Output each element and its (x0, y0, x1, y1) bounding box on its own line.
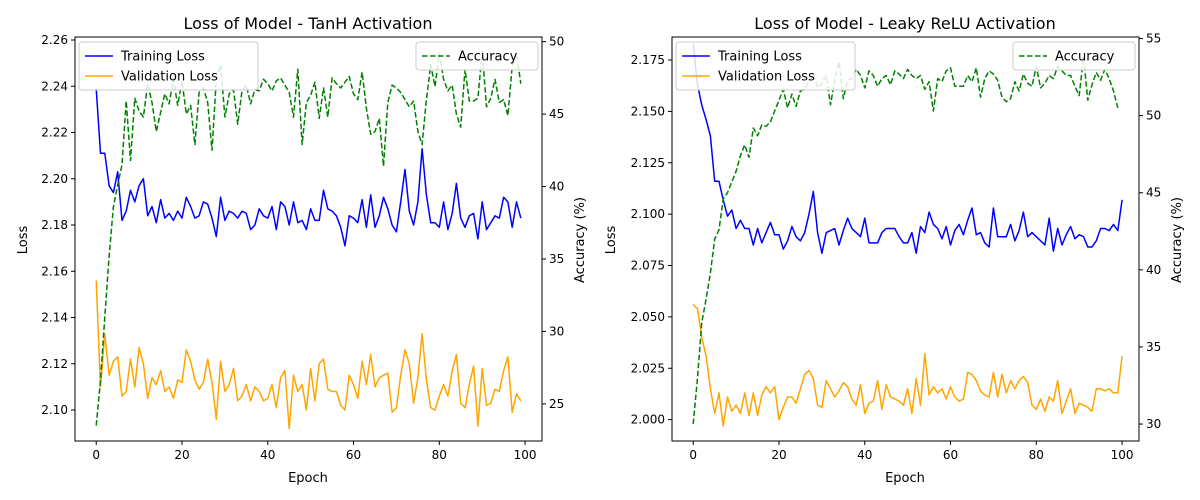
y2-axis-ticks: 25 30 35 40 45 50 (542, 35, 564, 411)
y2-axis-label: Accuracy (%) (1170, 197, 1185, 283)
legend-label: Training Loss (717, 50, 802, 65)
plot-lines (692, 43, 1123, 427)
x-tick-label: 40 (260, 448, 275, 462)
x-tick-label: 60 (943, 448, 958, 462)
y2-tick-label: 35 (1146, 340, 1161, 354)
legend-loss: Training Loss Validation Loss (675, 41, 856, 91)
chart-tanh: Loss of Model - TanH Activation Epoch Lo… (16, 14, 588, 486)
x-tick-label: 20 (174, 448, 189, 462)
x-axis-ticks: 0 20 40 60 80 100 (92, 441, 537, 462)
legend-box (675, 41, 856, 91)
x-tick-label: 80 (1029, 448, 1044, 462)
y2-tick-label: 25 (549, 397, 564, 411)
legend-label: Accuracy (1055, 50, 1115, 65)
series-validation-loss (95, 280, 522, 430)
y-tick-label: 2.14 (41, 311, 68, 325)
x-axis-label: Epoch (288, 471, 328, 486)
y2-tick-label: 35 (549, 252, 564, 266)
y-tick-label: 2.10 (41, 403, 68, 417)
y2-tick-label: 30 (1146, 417, 1161, 431)
plot-lines (95, 51, 522, 430)
y-tick-label: 2.20 (41, 172, 68, 186)
y-tick-label: 2.24 (41, 79, 68, 93)
y-tick-label: 2.16 (41, 264, 68, 278)
x-tick-label: 60 (346, 448, 361, 462)
y-tick-label: 2.100 (631, 207, 665, 221)
x-tick-label: 0 (689, 448, 697, 462)
series-accuracy (95, 51, 522, 426)
series-validation-loss (692, 304, 1123, 427)
x-axis-ticks: 0 20 40 60 80 100 (689, 441, 1134, 462)
y-axis-ticks: 2.000 2.025 2.050 2.075 2.100 2.125 2.150 2.175 (631, 53, 672, 427)
y2-tick-label: 50 (1146, 109, 1161, 123)
y2-tick-label: 50 (549, 35, 564, 49)
y-axis-label: Loss (16, 226, 31, 255)
y2-tick-label: 30 (549, 324, 564, 338)
x-tick-label: 100 (1111, 448, 1134, 462)
legend-label: Accuracy (458, 50, 518, 65)
y-tick-label: 2.18 (41, 218, 68, 232)
y-tick-label: 2.050 (631, 310, 665, 324)
y2-tick-label: 55 (1146, 32, 1161, 46)
x-axis-label: Epoch (885, 471, 925, 486)
legend-accuracy: Accuracy (415, 41, 539, 71)
x-tick-label: 80 (432, 448, 447, 462)
y-tick-label: 2.000 (631, 413, 665, 427)
chart-leaky-relu: Loss of Model - Leaky ReLU Activation Ep… (604, 14, 1185, 486)
y-tick-label: 2.125 (631, 156, 665, 170)
legend-box (78, 41, 259, 91)
y-tick-label: 2.075 (631, 259, 665, 273)
legend-accuracy: Accuracy (1012, 41, 1136, 71)
series-training-loss (692, 43, 1123, 254)
y-tick-label: 2.22 (41, 126, 68, 140)
series-training-loss (95, 88, 522, 247)
legend-label: Validation Loss (121, 70, 218, 85)
x-tick-label: 20 (771, 448, 786, 462)
y-axis-label: Loss (604, 226, 619, 255)
y2-axis-label: Accuracy (%) (573, 197, 588, 283)
y-tick-label: 2.025 (631, 361, 665, 375)
y2-tick-label: 45 (549, 107, 564, 121)
y2-tick-label: 40 (1146, 263, 1161, 277)
y2-tick-label: 40 (549, 180, 564, 194)
legend-label: Validation Loss (718, 70, 815, 85)
legend-box (1012, 41, 1136, 71)
y-tick-label: 2.12 (41, 357, 68, 371)
legend-label: Training Loss (120, 50, 205, 65)
y-tick-label: 2.26 (41, 33, 68, 47)
y-axis-ticks: 2.10 2.12 2.14 2.16 2.18 2.20 2.22 2.24 2.26 (41, 33, 75, 417)
axes-frame (671, 36, 1140, 442)
x-tick-label: 100 (514, 448, 537, 462)
y-tick-label: 2.150 (631, 104, 665, 118)
y2-tick-label: 45 (1146, 186, 1161, 200)
legend-loss: Training Loss Validation Loss (78, 41, 259, 91)
chart-title: Loss of Model - TanH Activation (184, 14, 433, 33)
series-accuracy (692, 56, 1119, 425)
x-tick-label: 40 (857, 448, 872, 462)
axes-frame (74, 36, 543, 442)
y2-axis-ticks: 30 35 40 45 50 55 (1139, 32, 1161, 431)
legend-box (415, 41, 539, 71)
y-tick-label: 2.175 (631, 53, 665, 67)
chart-title: Loss of Model - Leaky ReLU Activation (754, 14, 1055, 33)
x-tick-label: 0 (92, 448, 100, 462)
